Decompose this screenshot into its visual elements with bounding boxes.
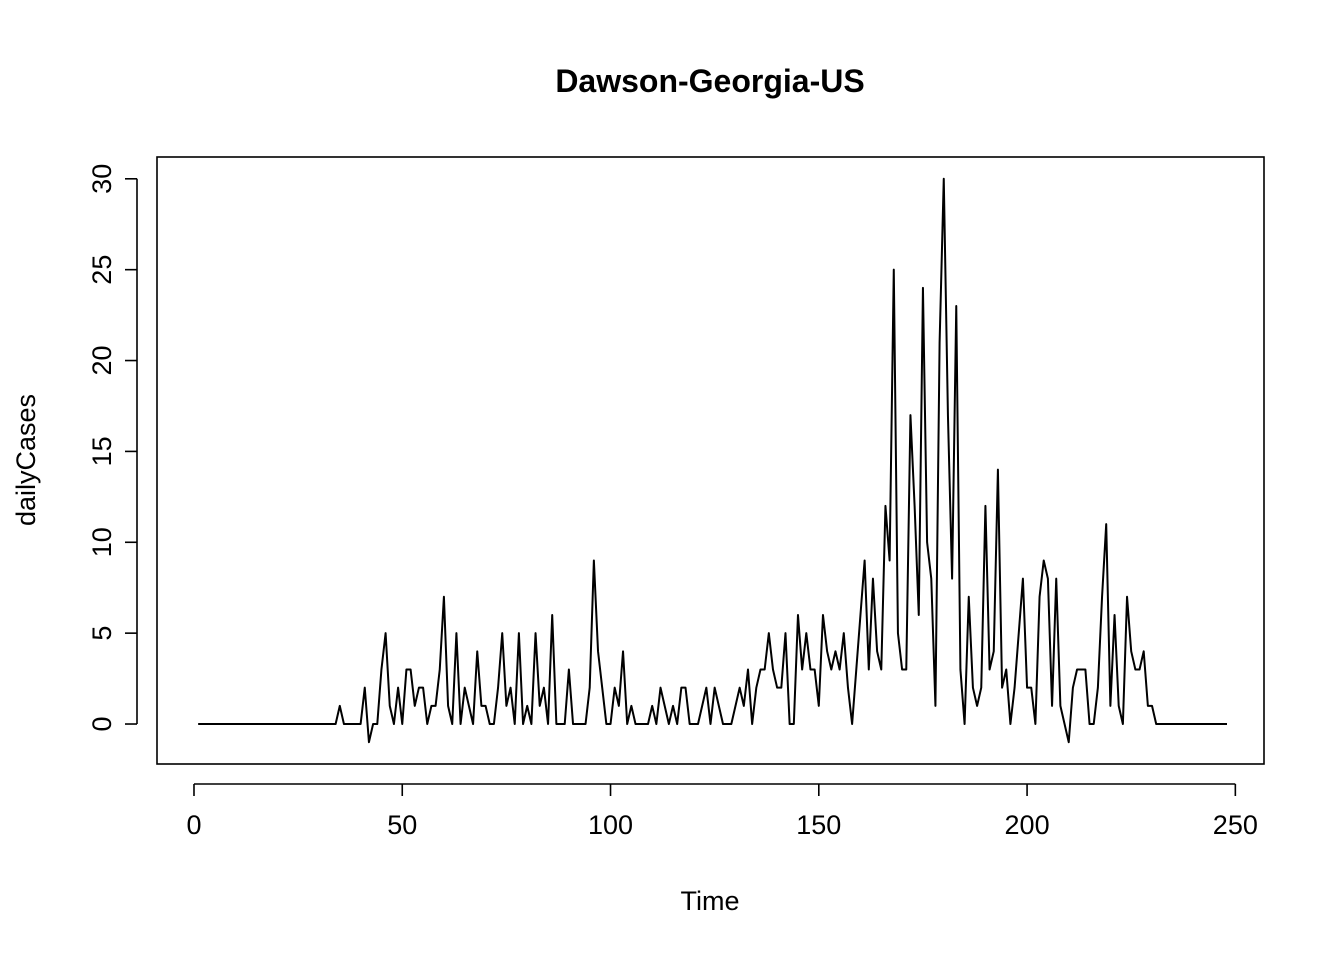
x-tick-label: 0 (186, 810, 201, 840)
x-tick-label: 150 (796, 810, 841, 840)
y-tick-label: 5 (87, 626, 117, 641)
x-tick-label: 50 (387, 810, 417, 840)
x-tick-label: 100 (588, 810, 633, 840)
y-tick-label: 30 (87, 164, 117, 194)
series-layer (198, 177, 1228, 744)
x-axis: 0 50 100 150 200 250 (186, 783, 1258, 840)
y-tick-label: 20 (87, 346, 117, 376)
x-tick-label: 200 (1005, 810, 1050, 840)
y-axis: 0 5 10 15 20 25 30 (87, 164, 138, 732)
y-tick-label: 10 (87, 527, 117, 557)
series-line (198, 177, 1228, 744)
x-tick-label: 250 (1213, 810, 1258, 840)
y-tick-label: 25 (87, 255, 117, 285)
y-tick-label: 15 (87, 436, 117, 466)
y-axis-label: dailyCases (11, 394, 41, 526)
plot-frame (156, 156, 1265, 765)
x-axis-label: Time (681, 886, 740, 916)
y-tick-label: 0 (87, 717, 117, 732)
chart-title: Dawson-Georgia-US (555, 63, 864, 99)
